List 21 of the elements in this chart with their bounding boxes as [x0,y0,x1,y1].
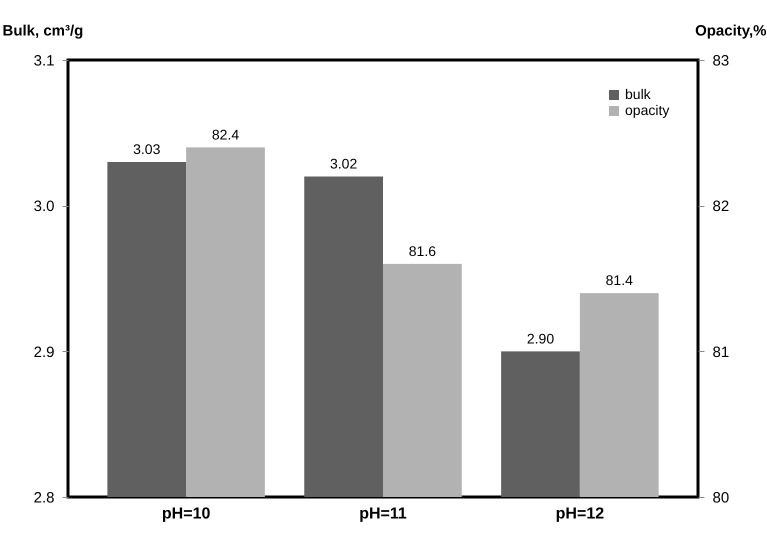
data-label: 3.02 [330,156,358,172]
y-tick-label: 2.8 [34,490,54,506]
y2-tick-label: 83 [712,52,730,70]
x-tick-label: pH=10 [162,506,210,522]
data-label: 2.90 [526,330,554,346]
y2-tick-label: 80 [712,490,730,506]
y-tick-label: 3.0 [34,198,54,216]
legend-label: opacity [625,102,670,118]
legend-label: bulk [625,86,652,102]
y2-tick-label: 82 [712,198,730,216]
y-tick-label: 3.1 [34,52,54,70]
y2-tick-label: 81 [712,344,730,361]
data-label: 81.6 [408,242,436,259]
data-label: 3.03 [133,140,161,157]
x-tick-label: pH=12 [556,506,604,522]
y2-axis-title: Opacity,% [695,22,766,40]
data-label: 81.4 [606,272,634,288]
data-label: 82.4 [212,126,240,142]
y-tick-label: 2.9 [34,344,54,361]
x-tick-label: pH=11 [359,506,407,522]
y-axis-title: Bulk, cm³/g [2,22,84,40]
